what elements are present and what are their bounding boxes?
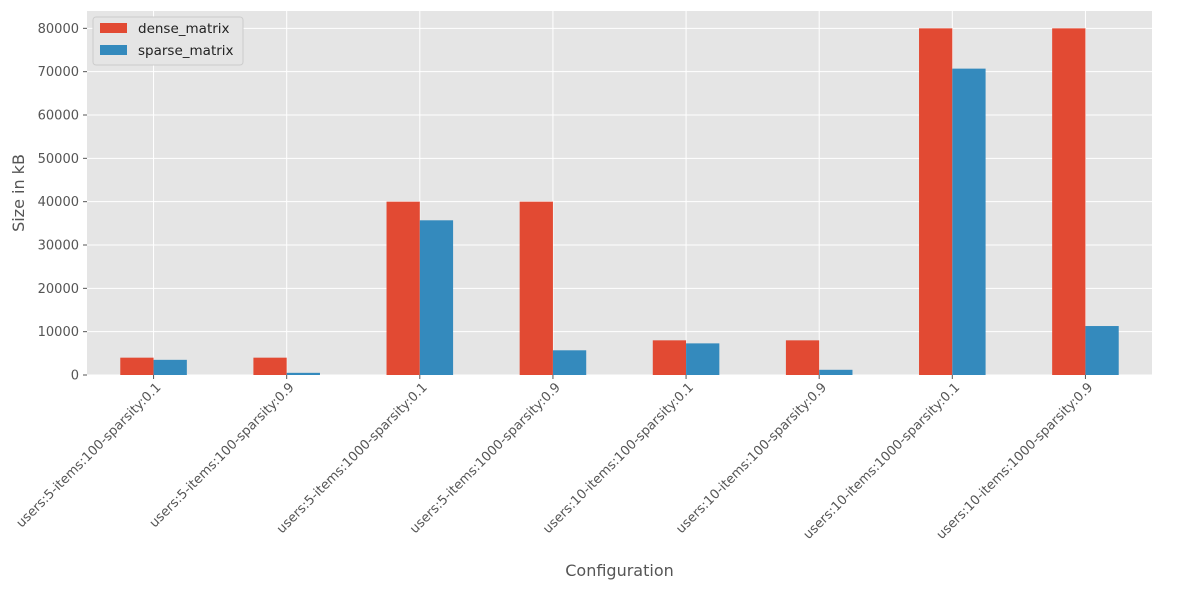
bar-dense-matrix xyxy=(1052,28,1086,375)
y-tick-label: 70000 xyxy=(38,65,79,80)
y-tick-label: 10000 xyxy=(38,325,79,340)
x-tick-label: users:10-items:1000-sparsity:0.9 xyxy=(934,380,1096,542)
y-axis-ticks: 0 10000 20000 30000 40000 50000 60000 70000 8000… xyxy=(38,22,87,384)
y-axis-label: Size in kB xyxy=(9,154,28,232)
bar-sparse-matrix xyxy=(819,369,853,375)
y-tick-label: 30000 xyxy=(38,239,79,254)
x-axis-ticks: users:5-items:100-sparsity:0.1users:5-it… xyxy=(14,375,1096,543)
bar-dense-matrix xyxy=(120,357,154,375)
bar-sparse-matrix xyxy=(552,350,587,375)
legend-box xyxy=(92,16,244,66)
x-tick-label: users:5-items:1000-sparsity:0.1 xyxy=(274,380,431,537)
bar-dense-matrix xyxy=(519,201,553,375)
bar-sparse-matrix xyxy=(419,220,454,375)
legend-label: sparse_matrix xyxy=(138,43,234,59)
x-tick-label: users:10-items:100-sparsity:0.9 xyxy=(673,380,830,537)
legend-swatch xyxy=(100,45,127,55)
bar-dense-matrix xyxy=(253,357,287,375)
plot-area xyxy=(87,11,1152,375)
x-tick-label: users:5-items:1000-sparsity:0.9 xyxy=(407,380,564,537)
bar-dense-matrix xyxy=(919,28,953,375)
y-tick-label: 60000 xyxy=(38,109,79,124)
y-tick-label: 40000 xyxy=(38,195,79,210)
bar-sparse-matrix xyxy=(686,343,720,375)
x-axis-label: Configuration xyxy=(565,561,674,580)
x-tick-label: users:5-items:100-sparsity:0.9 xyxy=(147,380,298,531)
legend: dense_matrix sparse_matrix xyxy=(92,16,244,66)
bar-sparse-matrix xyxy=(153,359,187,375)
x-tick-label: users:10-items:100-sparsity:0.1 xyxy=(540,380,697,537)
bars xyxy=(120,28,1119,375)
y-tick-label: 20000 xyxy=(38,282,79,297)
legend-swatch xyxy=(100,23,127,33)
y-tick-label: 80000 xyxy=(38,22,79,37)
x-tick-label: users:10-items:1000-sparsity:0.1 xyxy=(801,380,963,542)
bar-dense-matrix xyxy=(386,201,420,375)
y-tick-label: 0 xyxy=(71,369,79,384)
bar-sparse-matrix xyxy=(952,68,986,375)
y-tick-label: 50000 xyxy=(38,152,79,167)
bar-sparse-matrix xyxy=(286,372,320,375)
bar-sparse-matrix xyxy=(1085,326,1119,375)
bar-dense-matrix xyxy=(652,340,687,375)
legend-label: dense_matrix xyxy=(138,21,230,37)
grid-lines xyxy=(87,11,1152,376)
x-tick-label: users:5-items:100-sparsity:0.1 xyxy=(14,380,165,531)
bar-dense-matrix xyxy=(785,340,820,375)
